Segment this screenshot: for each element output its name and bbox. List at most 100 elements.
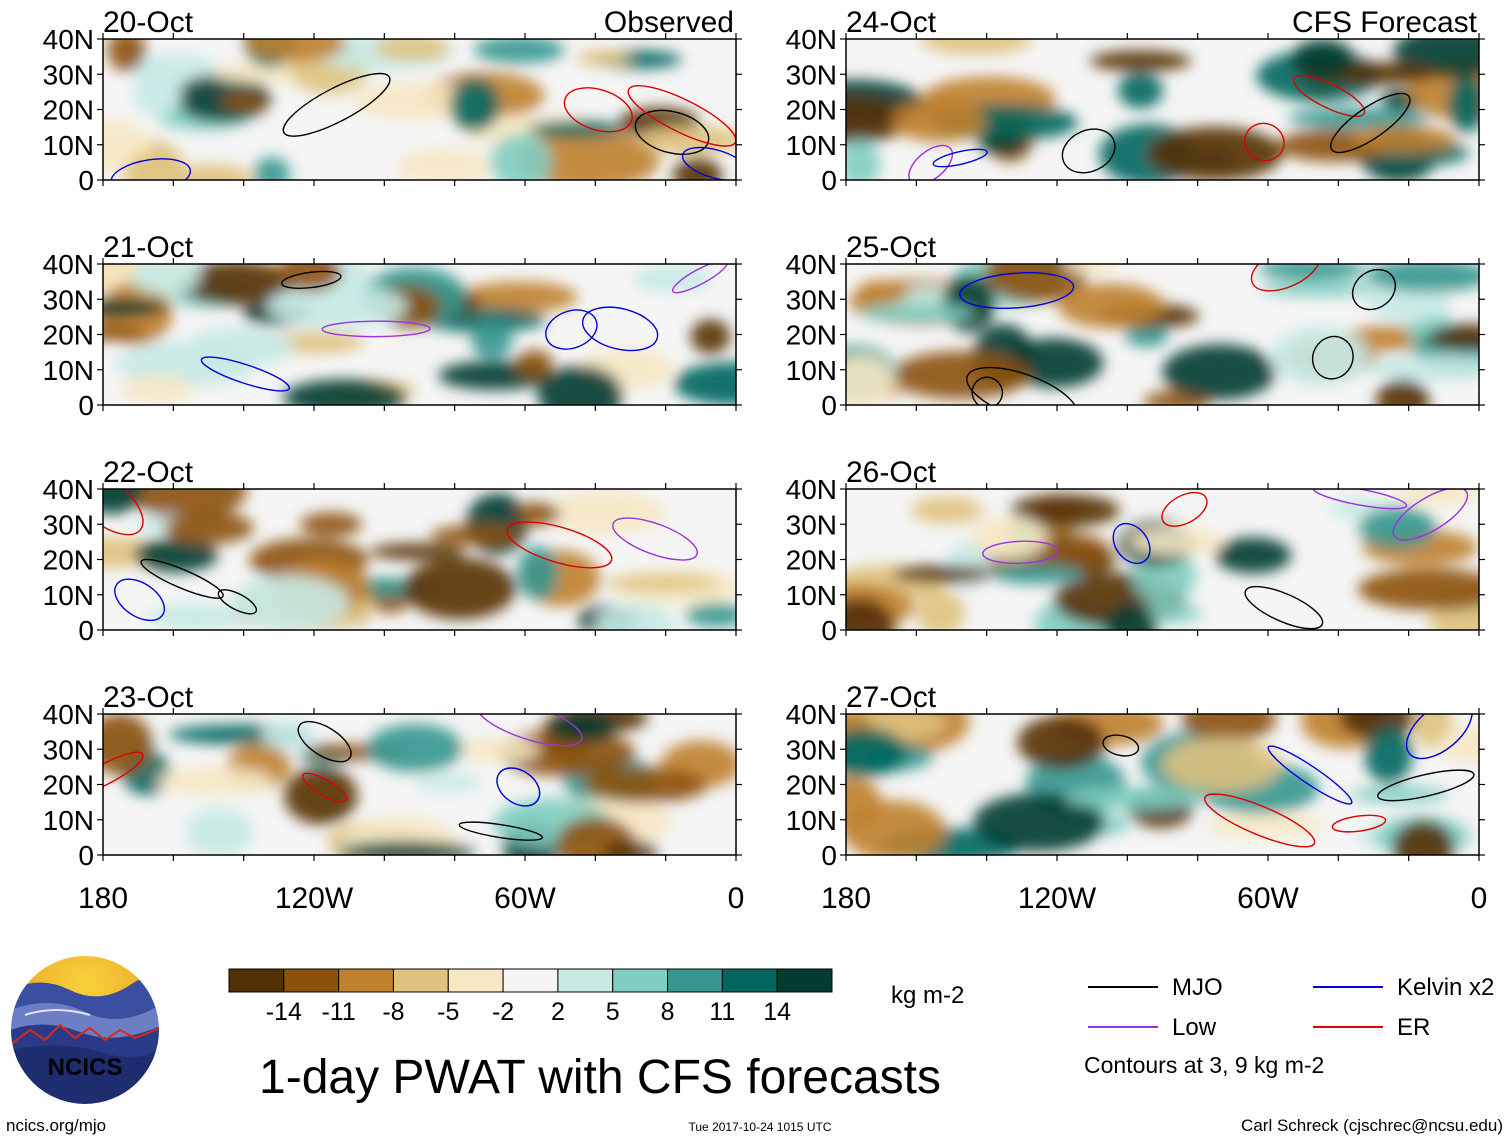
y-tick-label: 0 bbox=[78, 840, 94, 871]
colorbar-tick-label: -8 bbox=[382, 998, 404, 1026]
wave-contour bbox=[1267, 745, 1353, 805]
wave-contour bbox=[1112, 522, 1151, 565]
panel-date: 20-Oct bbox=[103, 6, 194, 39]
column-title: CFS Forecast bbox=[1292, 6, 1478, 39]
y-tick-label: 30N bbox=[43, 59, 94, 90]
anomaly-blob bbox=[284, 767, 358, 825]
colorbar-tick-label: 5 bbox=[606, 998, 620, 1026]
anomaly-blob bbox=[1350, 786, 1449, 804]
colorbar-tick-label: -11 bbox=[321, 998, 355, 1026]
wave-contour bbox=[282, 72, 391, 137]
anomaly-blob bbox=[133, 76, 182, 116]
y-tick-label: 10N bbox=[786, 130, 837, 161]
anomaly-blob bbox=[1287, 107, 1430, 129]
anomaly-blob bbox=[638, 125, 736, 155]
wave-contour bbox=[681, 146, 736, 180]
anomaly-blob bbox=[515, 349, 554, 378]
anomaly-blob bbox=[490, 133, 552, 180]
anomaly-blob bbox=[107, 39, 146, 72]
anomaly-blob bbox=[1376, 378, 1430, 405]
anomaly-blob bbox=[267, 283, 408, 329]
anomaly-blob bbox=[164, 511, 254, 545]
y-tick-label: 40N bbox=[786, 24, 837, 55]
y-tick-label: 40N bbox=[786, 474, 837, 505]
anomaly-blob bbox=[103, 714, 153, 776]
colorbar-tick-label: 14 bbox=[763, 998, 791, 1026]
anomaly-blob bbox=[103, 489, 143, 514]
y-tick-label: 20N bbox=[786, 320, 837, 351]
wave-contour bbox=[217, 589, 258, 615]
x-tick-label: 0 bbox=[728, 882, 745, 915]
y-tick-label: 20N bbox=[786, 95, 837, 126]
anomaly-blob bbox=[156, 766, 273, 796]
y-tick-label: 30N bbox=[786, 509, 837, 540]
y-tick-label: 40N bbox=[43, 249, 94, 280]
wave-contour bbox=[1292, 74, 1366, 118]
footer-timestamp: Tue 2017-10-24 1015 UTC bbox=[689, 1120, 832, 1134]
wave-contour bbox=[200, 356, 291, 392]
y-tick-label: 30N bbox=[786, 59, 837, 90]
colorbar-swatch bbox=[392, 968, 449, 993]
wave-contour bbox=[281, 270, 342, 289]
anomaly-blob bbox=[103, 324, 147, 341]
anomaly-blob bbox=[1428, 324, 1479, 351]
y-tick-label: 10N bbox=[43, 130, 94, 161]
anomaly-blob bbox=[1010, 494, 1121, 528]
anomaly-blob bbox=[178, 264, 295, 306]
anomaly-blob bbox=[1350, 125, 1456, 154]
anomaly-blob bbox=[891, 565, 992, 584]
legend-label: Low bbox=[1172, 1014, 1217, 1041]
y-tick-label: 10N bbox=[43, 805, 94, 836]
colorbar-tick-label: 11 bbox=[709, 998, 735, 1026]
panel-date: 26-Oct bbox=[846, 456, 937, 489]
anomaly-blob bbox=[1214, 537, 1292, 574]
anomaly-blob bbox=[1064, 787, 1205, 810]
pwat-field bbox=[103, 714, 736, 855]
wave-contour bbox=[110, 158, 192, 180]
anomaly-blob bbox=[602, 840, 659, 855]
wave-contour bbox=[982, 540, 1059, 564]
wave-contour bbox=[671, 264, 729, 294]
panel-27-Oct: 0 10N 20N 30N 40N 27-Oct 180 120W 60W 0 bbox=[786, 681, 1488, 915]
wave-contour bbox=[1311, 335, 1354, 380]
anomaly-blob bbox=[414, 773, 482, 792]
anomaly-blob bbox=[1063, 264, 1121, 274]
anomaly-blob bbox=[911, 496, 984, 524]
panel-date: 27-Oct bbox=[846, 681, 937, 714]
colorbar-swatch bbox=[228, 968, 285, 993]
anomaly-blob bbox=[1357, 568, 1479, 611]
contour-legend: MJO Kelvin x2 Low ER bbox=[1088, 974, 1494, 1041]
panel-21-Oct: 0 10N 20N 30N 40N 21-Oct bbox=[43, 231, 742, 421]
anomaly-blob bbox=[221, 93, 268, 112]
y-tick-label: 10N bbox=[43, 580, 94, 611]
anomaly-blob bbox=[473, 39, 565, 64]
colorbar-units: kg m-2 bbox=[891, 982, 964, 1009]
panel-23-Oct: 0 10N 20N 30N 40N 23-Oct 180 120W 60W 0 bbox=[43, 681, 745, 915]
wave-contour bbox=[1244, 585, 1324, 630]
anomaly-blob bbox=[1161, 737, 1282, 792]
anomaly-blob bbox=[546, 714, 618, 743]
anomaly-blob bbox=[859, 303, 975, 324]
anomaly-blob bbox=[1147, 126, 1283, 180]
wave-contour bbox=[1250, 264, 1321, 292]
wave-contour bbox=[1377, 769, 1475, 802]
wave-contour bbox=[612, 517, 698, 561]
y-tick-label: 20N bbox=[43, 95, 94, 126]
y-tick-label: 20N bbox=[786, 545, 837, 576]
pwat-field bbox=[846, 489, 1479, 630]
y-tick-label: 40N bbox=[43, 474, 94, 505]
wave-contour bbox=[545, 309, 598, 350]
colorbar-tick-label: -5 bbox=[437, 998, 459, 1026]
anomaly-blob bbox=[1128, 527, 1223, 556]
colorbar-swatch bbox=[502, 968, 559, 993]
wave-contour bbox=[932, 148, 988, 168]
anomaly-blob bbox=[1057, 283, 1164, 329]
ncics-logo: NCICS bbox=[9, 954, 161, 1106]
wave-contour bbox=[1351, 268, 1397, 311]
colorbar-tick-label: -14 bbox=[266, 998, 302, 1026]
anomaly-blob bbox=[672, 157, 723, 180]
y-tick-label: 40N bbox=[43, 24, 94, 55]
colorbar-swatch bbox=[283, 968, 340, 993]
anomaly-blob bbox=[991, 562, 1082, 585]
